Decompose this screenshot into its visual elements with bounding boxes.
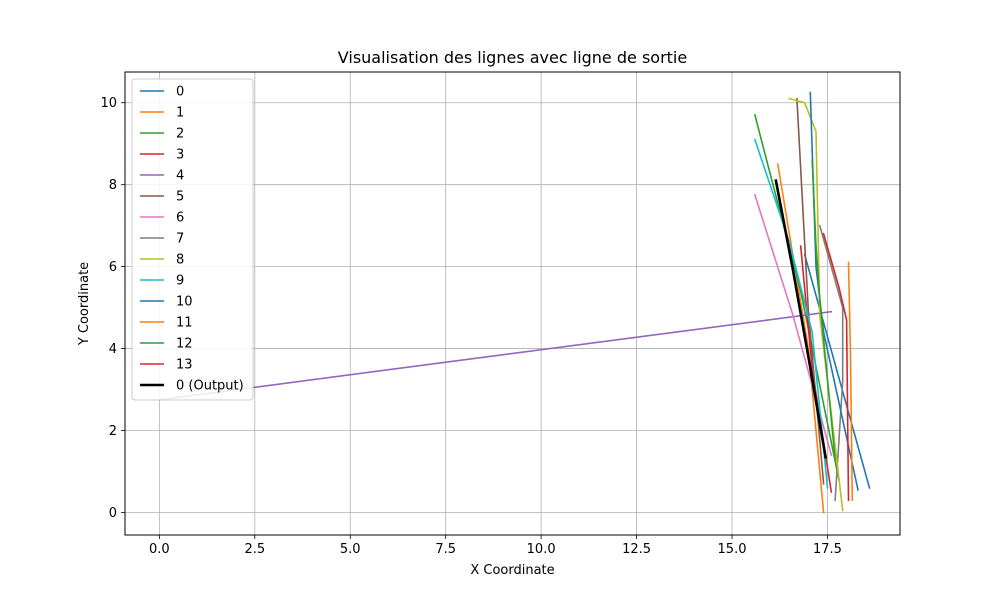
series-line-11 [847, 261, 854, 502]
y-tick-label: 2 [109, 424, 117, 439]
y-tick-label: 6 [109, 260, 117, 275]
y-axis-label: Y Coordinate [77, 262, 92, 346]
plot-frame [124, 71, 901, 536]
x-axis-label: X Coordinate [470, 563, 554, 578]
legend-label-2: 2 [176, 127, 184, 142]
legend-label-14: 0 (Output) [176, 379, 244, 394]
x-ticks: 0.0 2.5 5.0 7.5 10.0 12.5 15.0 17.5 [149, 535, 842, 557]
legend-label-13: 13 [176, 358, 193, 373]
legend-box [131, 78, 254, 401]
legend-label-5: 5 [176, 190, 184, 205]
x-tick-label: 0.0 [149, 542, 170, 557]
legend-label-8: 8 [176, 253, 184, 268]
x-tick-label: 2.5 [244, 542, 265, 557]
series-line-12 [811, 159, 836, 461]
legend-label-4: 4 [176, 169, 184, 184]
legend-label-0: 0 [176, 85, 184, 100]
chart-title: Visualisation des lignes avec ligne de s… [338, 48, 687, 67]
legend-label-3: 3 [176, 148, 184, 163]
legend-label-12: 12 [176, 337, 193, 352]
legend-label-10: 10 [176, 295, 193, 310]
y-tick-label: 10 [100, 96, 117, 111]
y-ticks: 0 2 4 6 8 10 [100, 96, 125, 521]
legend-label-9: 9 [176, 274, 184, 289]
legend-label-6: 6 [176, 211, 184, 226]
series-line-5 [796, 97, 825, 485]
series-lines [158, 91, 871, 514]
series-line-14 [774, 179, 828, 459]
x-tick-label: 15.0 [718, 542, 747, 557]
x-tick-label: 7.5 [435, 542, 456, 557]
series-line-4 [158, 310, 833, 401]
x-tick-label: 12.5 [622, 542, 651, 557]
legend-label-1: 1 [176, 106, 184, 121]
y-tick-label: 4 [109, 342, 117, 357]
x-tick-label: 10.0 [527, 542, 556, 557]
y-tick-label: 0 [109, 506, 117, 521]
x-tick-label: 17.5 [813, 542, 842, 557]
series-line-2 [753, 114, 840, 481]
series-line-0 [803, 253, 871, 489]
x-tick-label: 5.0 [340, 542, 361, 557]
series-line-9 [753, 138, 829, 489]
legend-label-7: 7 [176, 232, 184, 247]
series-line-13 [822, 232, 850, 502]
y-tick-label: 8 [109, 178, 117, 193]
series-line-1 [776, 163, 825, 514]
series-line-7 [818, 224, 844, 502]
legend-label-11: 11 [176, 316, 193, 331]
